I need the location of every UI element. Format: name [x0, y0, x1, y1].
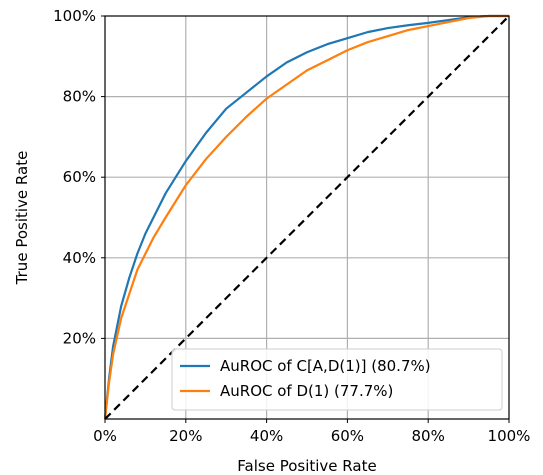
- legend-label: AuROC of D(1) (77.7%): [220, 382, 393, 400]
- y-tick-label: 80%: [63, 88, 96, 106]
- roc-curve-2: [103, 14, 509, 420]
- x-tick-label: 20%: [169, 427, 202, 445]
- x-tick-label: 40%: [250, 427, 283, 445]
- legend-box: [171, 348, 503, 411]
- grid: [105, 16, 509, 419]
- x-tick-label: 60%: [331, 427, 364, 445]
- plot-frame: [104, 15, 510, 420]
- x-tick-label: 0%: [93, 427, 117, 445]
- legend: AuROC of C[A,D(1)] (80.7%) AuROC of D(1) …: [171, 348, 503, 411]
- y-tick-label: 60%: [63, 168, 96, 186]
- roc-curve-1: [103, 14, 509, 420]
- x-tick-label: 80%: [412, 427, 445, 445]
- x-axis-ticks: 0% 20% 40% 60% 80% 100%: [93, 419, 530, 445]
- y-axis-ticks: 20% 40% 60% 80% 100%: [53, 7, 105, 347]
- x-axis-title: False Positive Rate: [237, 457, 376, 475]
- y-tick-label: 40%: [63, 249, 96, 267]
- legend-label: AuROC of C[A,D(1)] (80.7%): [220, 357, 431, 375]
- y-tick-label: 100%: [53, 7, 96, 25]
- y-axis-title: True Positive Rate: [13, 151, 31, 286]
- y-tick-label: 20%: [63, 329, 96, 347]
- x-tick-label: 100%: [488, 427, 531, 445]
